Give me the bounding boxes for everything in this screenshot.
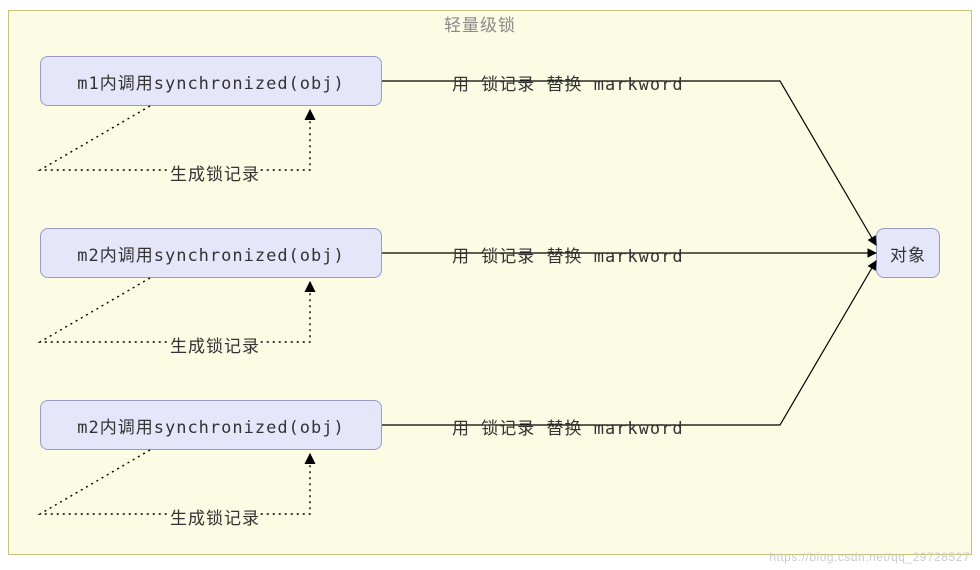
self-loop-label-m2: 生成锁记录 (170, 332, 260, 357)
self-loop-label-m1: 生成锁记录 (170, 160, 260, 185)
node-m1-synchronized: m1内调用synchronized(obj) (40, 56, 382, 106)
self-loop-label-m3: 生成锁记录 (170, 504, 260, 529)
diagram-title: 轻量级锁 (444, 11, 516, 36)
node-m2-synchronized: m2内调用synchronized(obj) (40, 228, 382, 278)
diagram-canvas: 轻量级锁 m1内调用synchronized(obj) m2内调用synchro… (0, 0, 980, 570)
node-m3-synchronized: m2内调用synchronized(obj) (40, 400, 382, 450)
watermark-text: https://blog.csdn.net/qq_29728527 (769, 550, 970, 564)
edge-label-m1-to-obj: 用 锁记录 替换 markword (452, 70, 684, 95)
node-object: 对象 (876, 228, 940, 278)
edge-label-m3-to-obj: 用 锁记录 替换 markword (452, 414, 684, 439)
edge-label-m2-to-obj: 用 锁记录 替换 markword (452, 242, 684, 267)
